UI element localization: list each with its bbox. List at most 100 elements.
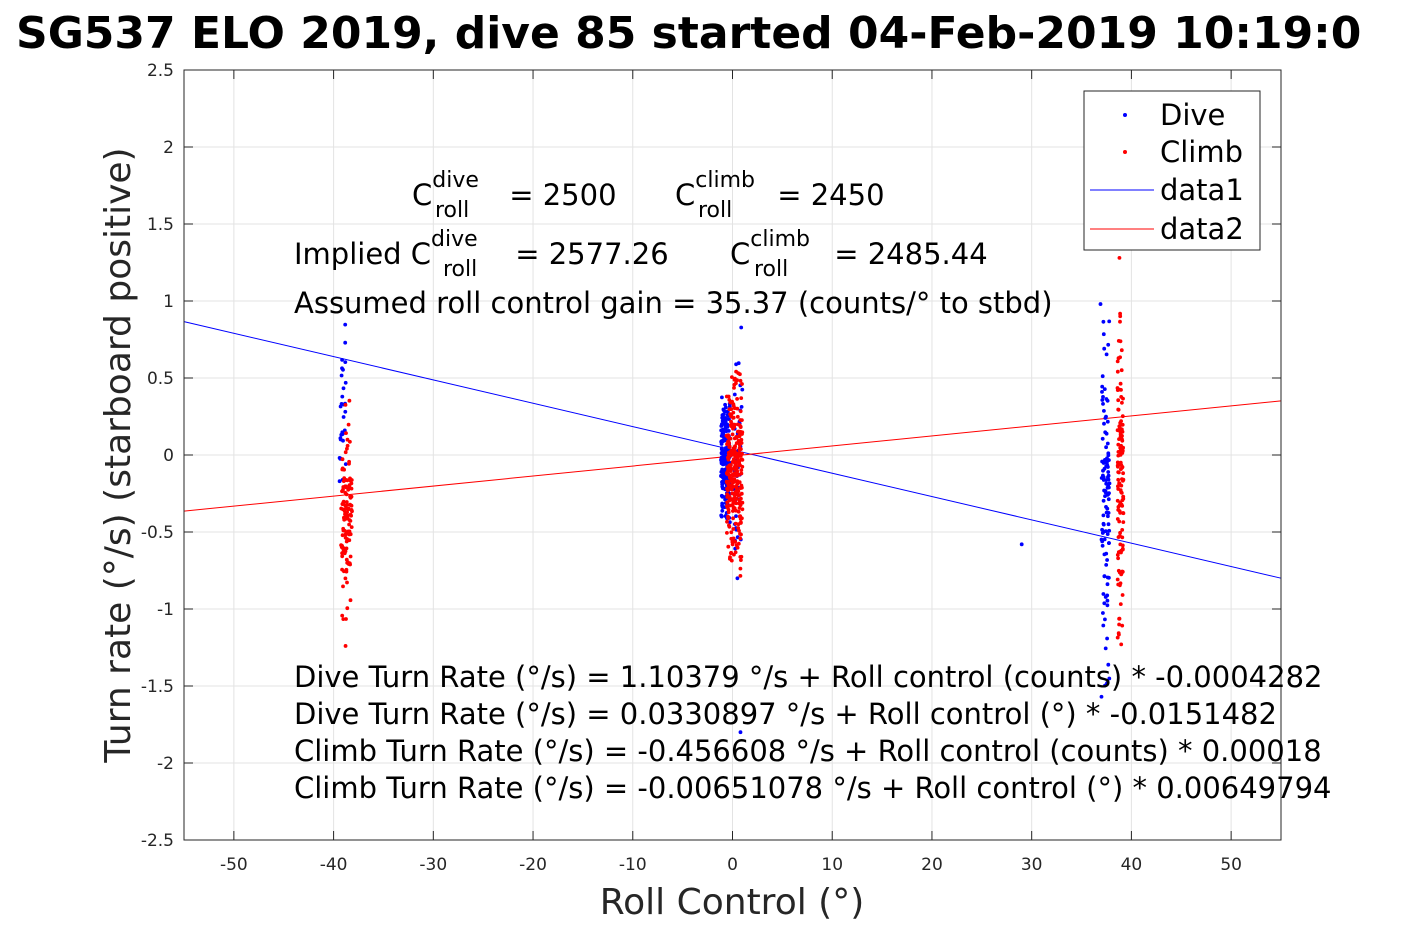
climb-point [738, 574, 743, 578]
climb-point [345, 446, 349, 451]
climb-point [1120, 400, 1124, 405]
climb-point [740, 464, 745, 469]
climb-point [731, 527, 736, 531]
dive-point [1103, 646, 1108, 651]
climb-point [1121, 511, 1126, 516]
climb-point [736, 429, 740, 434]
climb-point [1115, 635, 1120, 640]
climb-point [1115, 553, 1120, 557]
dive-point [1106, 514, 1110, 519]
climb-point [1116, 487, 1121, 491]
climb-point [344, 500, 349, 504]
climb-point [1120, 593, 1125, 597]
implied-croll-dive: Implied Cdive roll = 2577.26 [294, 227, 669, 282]
data-points [337, 255, 1126, 735]
x-tick-label: -20 [519, 855, 547, 875]
x-tick-label: 20 [921, 855, 943, 875]
climb-point [730, 432, 735, 437]
dive-point [734, 362, 738, 367]
climb-point [732, 506, 737, 511]
dive-point [343, 462, 348, 466]
dive-point [1107, 319, 1112, 324]
climb-point [737, 423, 742, 427]
climb-point [1120, 543, 1125, 548]
climb-point [731, 410, 736, 415]
climb-point [340, 533, 345, 538]
climb-point [1117, 616, 1121, 621]
climb-point [1116, 582, 1121, 587]
dive-point [1106, 342, 1111, 347]
dive-point [343, 360, 348, 364]
dive-point [338, 437, 343, 442]
dive-point [722, 461, 727, 465]
dive-point [1100, 384, 1105, 389]
dive-point [1105, 598, 1110, 603]
y-tick-label: 1.5 [147, 215, 174, 235]
climb-point [731, 416, 735, 420]
climb-point [726, 488, 730, 493]
climb-point [729, 483, 734, 488]
climb-point [732, 446, 737, 450]
series-data2 [183, 400, 1282, 512]
climb-point [732, 436, 737, 441]
climb-point [344, 617, 348, 621]
climb-point [727, 441, 731, 445]
dive-point [1100, 543, 1105, 548]
climb-point [738, 372, 742, 377]
dive-point [1101, 498, 1106, 503]
dive-point [1106, 477, 1111, 482]
dive-point [1103, 490, 1108, 495]
dive-point [1019, 542, 1024, 547]
dive-point [720, 415, 725, 420]
plot-frame [183, 69, 1282, 841]
dive-point [1105, 603, 1110, 608]
croll-climb: Cclimb roll = 2450 [675, 168, 885, 223]
climb-point [729, 530, 734, 535]
climb-point [736, 489, 740, 494]
legend-data2-label: data2 [1160, 212, 1244, 246]
climb-point [1121, 396, 1125, 401]
climb-point [1119, 571, 1124, 575]
climb-point [341, 487, 345, 492]
x-tick-label: 40 [1121, 855, 1143, 875]
climb-point [740, 458, 745, 462]
dive-point [341, 367, 345, 372]
climb-point [1119, 419, 1123, 423]
climb-point [729, 558, 734, 563]
climb-point [726, 457, 731, 461]
dive-point [720, 413, 725, 417]
x-axis-label: Roll Control (°) [600, 882, 865, 923]
climb-point [340, 554, 345, 559]
climb-point [1116, 631, 1121, 635]
climb-point [735, 456, 740, 461]
y-tick-label: 0.5 [147, 369, 174, 389]
climb-point [737, 493, 742, 497]
climb-point [731, 536, 736, 541]
dive-point [719, 428, 724, 433]
climb-point [341, 584, 345, 589]
dive-point [1106, 522, 1111, 527]
dive-point [1101, 611, 1105, 615]
climb-point [1120, 414, 1125, 419]
dive-point [738, 730, 743, 735]
tick-marks [184, 69, 1281, 841]
climb-point [1116, 356, 1121, 361]
climb-point [1120, 429, 1125, 434]
climb-point [344, 484, 348, 489]
dive-point [1102, 574, 1107, 579]
climb-point [729, 463, 733, 467]
dive-point [1101, 319, 1106, 324]
y-tick-label: -2.5 [141, 831, 174, 851]
y-tick-label: -1 [157, 600, 174, 620]
climb-point [724, 394, 729, 399]
legend-climb-label: Climb [1160, 135, 1243, 169]
climb-point [1116, 477, 1121, 482]
dive-point [1102, 387, 1107, 391]
climb-point [1120, 535, 1125, 540]
climb-point [1120, 438, 1125, 443]
climb-point [1120, 623, 1125, 628]
dive-point [1104, 352, 1109, 357]
climb-point [738, 486, 743, 490]
climb-point [726, 433, 731, 438]
dive-point [723, 423, 728, 428]
